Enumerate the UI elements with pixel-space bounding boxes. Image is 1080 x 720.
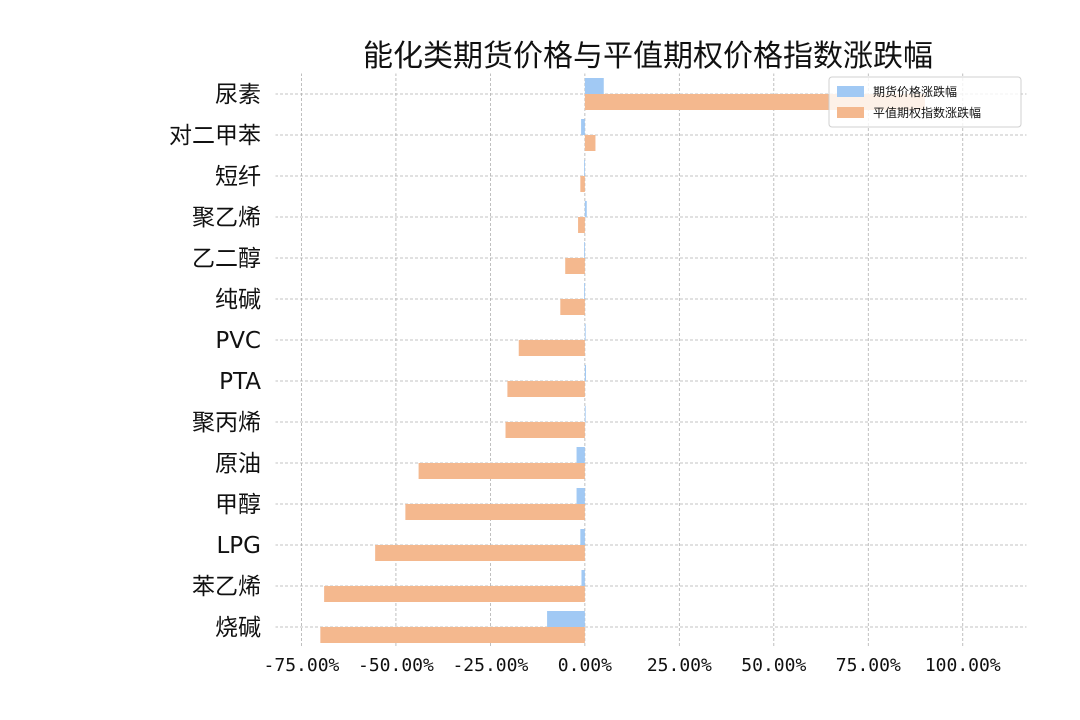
x-tick-label: 25.00% — [647, 655, 712, 676]
futures-bar — [581, 119, 585, 135]
category-label: 原油 — [215, 451, 261, 477]
option-index-bar — [324, 586, 585, 602]
category-label: 聚丙烯 — [192, 410, 261, 436]
option-index-bar — [320, 627, 585, 643]
x-tick-label: -25.00% — [452, 655, 528, 676]
category-label: 短纤 — [215, 164, 261, 190]
category-label: 对二甲苯 — [169, 123, 261, 149]
plot-frame — [274, 72, 1028, 648]
legend-box — [828, 76, 1022, 128]
category-label: 苯乙烯 — [192, 574, 261, 600]
futures-bar — [584, 283, 585, 299]
category-label: 纯碱 — [215, 287, 261, 313]
legend-swatch — [837, 86, 864, 97]
futures-bar — [584, 201, 587, 217]
category-label: 烧碱 — [215, 615, 261, 641]
option-index-bar — [578, 217, 585, 233]
option-index-bar — [505, 422, 585, 438]
category-label: 聚乙烯 — [192, 205, 261, 231]
legend-label: 平值期权指数涨跌幅 — [873, 105, 981, 120]
option-index-bar — [418, 463, 585, 479]
futures-bar — [581, 570, 585, 586]
option-index-bar — [375, 545, 585, 561]
option-index-bar — [405, 504, 585, 520]
option-index-bar — [507, 381, 585, 397]
category-label: 尿素 — [215, 82, 261, 108]
x-tick-label: -75.00% — [264, 655, 340, 676]
option-index-bar — [518, 340, 585, 356]
futures-bar — [584, 160, 585, 176]
category-label: LPG — [216, 533, 261, 559]
option-index-bar — [580, 176, 585, 192]
futures-bar — [584, 78, 604, 94]
legend-swatch — [837, 107, 864, 118]
legend-label: 期货价格涨跌幅 — [873, 84, 957, 99]
futures-bar — [547, 611, 585, 627]
futures-bar — [584, 406, 586, 422]
chart-title: 能化类期货价格与平值期权价格指数涨跌幅 — [363, 39, 933, 74]
labels-layer: -75.00% -50.00% -25.00% 0.00% 25.00% 50.00% 75… — [169, 82, 1001, 676]
x-tick-label: 50.00% — [741, 655, 806, 676]
option-index-bar — [584, 135, 596, 151]
futures-bar — [580, 529, 585, 545]
x-tick-label: 75.00% — [836, 655, 901, 676]
category-label: PTA — [219, 369, 261, 395]
futures-bar — [584, 365, 587, 381]
futures-bar — [584, 324, 586, 340]
category-label: 甲醇 — [215, 492, 261, 518]
futures-bar — [584, 242, 585, 258]
x-tick-label: 100.00% — [925, 655, 1001, 676]
x-tick-label: -50.00% — [358, 655, 434, 676]
futures-bar — [576, 447, 585, 463]
category-label: PVC — [215, 328, 261, 354]
x-tick-label: 0.00% — [558, 655, 612, 676]
option-index-bar — [565, 258, 585, 274]
category-label: 乙二醇 — [192, 246, 261, 272]
option-index-bar — [560, 299, 585, 315]
futures-bar — [576, 488, 585, 504]
